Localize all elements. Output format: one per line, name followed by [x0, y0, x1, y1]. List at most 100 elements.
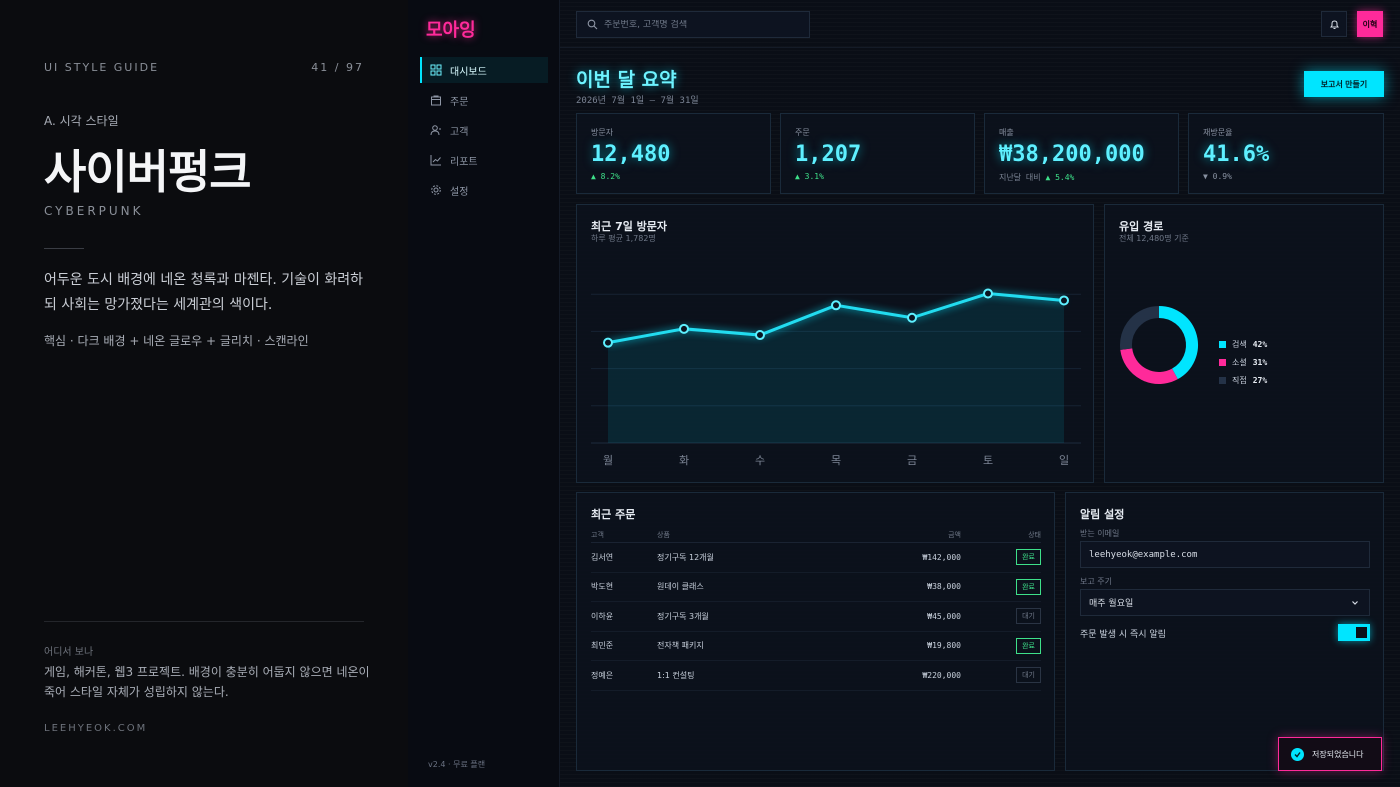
guide-section: A. 시각 스타일 [44, 114, 119, 128]
data-point[interactable] [907, 312, 917, 323]
cell-amount: ₩45,000 [927, 611, 961, 621]
table-row[interactable]: 정예은 1:1 컨설팅 ₩220,000 대기 [591, 661, 1041, 691]
sidebar-item-reports[interactable]: 리포트 [420, 147, 548, 173]
traffic-source-card: 유입 경로 전체 12,480명 기준 검색 42% 소셜 31% 직접 27% [1104, 204, 1384, 483]
legend-label: 소셜 [1232, 357, 1247, 367]
kpi-delta: ▲ 3.1% [795, 172, 824, 181]
column-header: 고객 [591, 530, 604, 539]
period-select[interactable]: 매주 월요일 [1080, 589, 1370, 616]
x-tick-label: 일 [1059, 453, 1069, 467]
data-point[interactable] [1059, 295, 1069, 306]
gear-icon [431, 185, 441, 195]
cell-customer: 정예은 [591, 670, 614, 680]
cell-customer: 최민준 [591, 641, 614, 651]
main-content: 이혁 이번 달 요약 2026년 7월 1일 — 7월 31일 보고서 만들기 … [560, 0, 1400, 787]
kpi-label: 재방문율 [1203, 128, 1233, 137]
legend-value: 27% [1252, 375, 1268, 385]
bag-icon [431, 95, 441, 106]
date-range: 2026년 7월 1일 — 7월 31일 [576, 96, 699, 106]
kpi-delta: ▲ 8.2% [591, 172, 620, 181]
table-row[interactable]: 박도현 원데이 클래스 ₩38,000 완료 [591, 573, 1041, 602]
create-report-button[interactable]: 보고서 만들기 [1304, 71, 1384, 97]
sidebar-item-orders[interactable]: 주문 [420, 87, 548, 113]
sidebar-item-customers[interactable]: 고객 [420, 117, 548, 143]
cell-product: 원데이 클래스 [657, 582, 704, 592]
data-point[interactable] [983, 288, 993, 299]
toggle-knob [1356, 627, 1367, 638]
kpi-card-revenue: 매출 ₩38,200,000 지난달 대비 ▲ 5.4% [984, 113, 1179, 194]
kpi-delta-prefix: 지난달 대비 [999, 173, 1041, 182]
kpi-card-return-rate: 재방문율 41.6% ▼ 0.9% [1188, 113, 1384, 194]
kpi-label: 주문 [795, 128, 810, 137]
x-tick-label: 월 [603, 454, 613, 467]
table-row[interactable]: 최민준 전자책 패키지 ₩19,800 완료 [591, 632, 1041, 661]
traffic-source-donut [1120, 306, 1198, 384]
cell-customer: 이하윤 [591, 611, 614, 621]
status-badge: 완료 [1016, 578, 1041, 595]
column-header: 상품 [657, 530, 670, 539]
data-point[interactable] [755, 330, 765, 341]
x-tick-label: 토 [983, 454, 993, 467]
status-badge: 대기 [1016, 608, 1041, 625]
donut-slice-0[interactable] [1158, 306, 1198, 380]
card-subtitle: 하루 평균 1,782명 [591, 234, 656, 243]
sidebar-item-label: 고객 [450, 126, 469, 138]
kpi-card-visitors: 방문자 12,480 ▲ 8.2% [576, 113, 771, 194]
sidebar-item-label: 리포트 [450, 156, 478, 168]
legend-item-social: 소셜 31% [1219, 353, 1267, 371]
donut-slice-2[interactable] [1120, 306, 1160, 350]
cell-customer: 김서연 [591, 552, 614, 562]
legend-swatch [1219, 358, 1226, 366]
cell-product: 정기구독 12개월 [657, 552, 714, 562]
sidebar-item-label: 대시보드 [450, 66, 487, 78]
data-point[interactable] [679, 323, 689, 334]
avatar[interactable]: 이혁 [1357, 11, 1383, 37]
guide-site[interactable]: LEEHYEOK.COM [44, 723, 148, 734]
x-tick-label: 목 [831, 454, 841, 467]
guide-core: 핵심 · 다크 배경 + 네온 글로우 + 글리치 · 스캔라인 [44, 334, 309, 348]
email-label: 받는 이메일 [1080, 529, 1120, 538]
table-row[interactable]: 이하윤 정기구독 3개월 ₩45,000 대기 [591, 602, 1041, 632]
check-icon [1291, 747, 1304, 761]
sidebar-item-settings[interactable]: 설정 [420, 177, 548, 203]
guide-where-label: 어디서 보나 [44, 647, 94, 658]
data-point[interactable] [831, 300, 841, 311]
email-field[interactable] [1089, 549, 1359, 560]
table-row[interactable]: 김서연 정기구독 12개월 ₩142,000 완료 [591, 543, 1041, 573]
donut-slice-1[interactable] [1120, 348, 1178, 384]
guide-subtitle: CYBERPUNK [44, 204, 144, 218]
kpi-label: 방문자 [591, 128, 614, 137]
legend-item-direct: 직접 27% [1219, 371, 1267, 389]
data-point[interactable] [603, 337, 613, 348]
divider [44, 248, 84, 249]
search-box[interactable] [576, 11, 810, 38]
sidebar-nav: 대시보드 주문 고객 리포트 설정 [420, 57, 548, 207]
instant-alert-toggle[interactable] [1338, 624, 1370, 641]
notifications-button[interactable] [1321, 11, 1347, 37]
card-subtitle: 전체 12,480명 기준 [1119, 234, 1189, 243]
guide-description: 어두운 도시 배경에 네온 청록과 마젠타. 기술이 화려하되 사회는 망가졌다… [44, 272, 363, 313]
donut-legend: 검색 42% 소셜 31% 직접 27% [1219, 335, 1267, 389]
kpi-value: ₩38,200,000 [999, 142, 1145, 167]
kpi-card-orders: 주문 1,207 ▲ 3.1% [780, 113, 975, 194]
kpi-value: 12,480 [591, 142, 671, 167]
area-fill [608, 293, 1064, 443]
sidebar-item-dashboard[interactable]: 대시보드 [420, 57, 548, 83]
email-field-box[interactable] [1080, 541, 1370, 568]
cell-customer: 박도현 [591, 582, 614, 592]
column-header: 금액 [948, 530, 961, 539]
orders-table: 고객 상품 금액 상태 김서연 정기구독 12개월 ₩142,000 완료 박도… [591, 527, 1041, 691]
x-tick-label: 수 [755, 454, 765, 467]
brand-logo[interactable]: 모아잉 [426, 20, 476, 41]
period-label: 보고 주기 [1080, 577, 1112, 586]
sidebar-item-label: 주문 [450, 96, 469, 108]
style-guide-panel: UI STYLE GUIDE 41 / 97 A. 시각 스타일 사이버펑크 C… [0, 0, 408, 787]
legend-value: 42% [1252, 339, 1268, 349]
search-input[interactable] [604, 19, 804, 30]
card-title: 유입 경로 [1119, 220, 1164, 233]
recent-orders-card: 최근 주문 고객 상품 금액 상태 김서연 정기구독 12개월 ₩142,000… [576, 492, 1055, 771]
table-header: 고객 상품 금액 상태 [591, 527, 1041, 543]
save-toast: 저장되었습니다 [1278, 737, 1382, 771]
dashboard-app: 모아잉 대시보드 주문 고객 리포트 설정 v2.4 · 무료 [408, 0, 1400, 787]
